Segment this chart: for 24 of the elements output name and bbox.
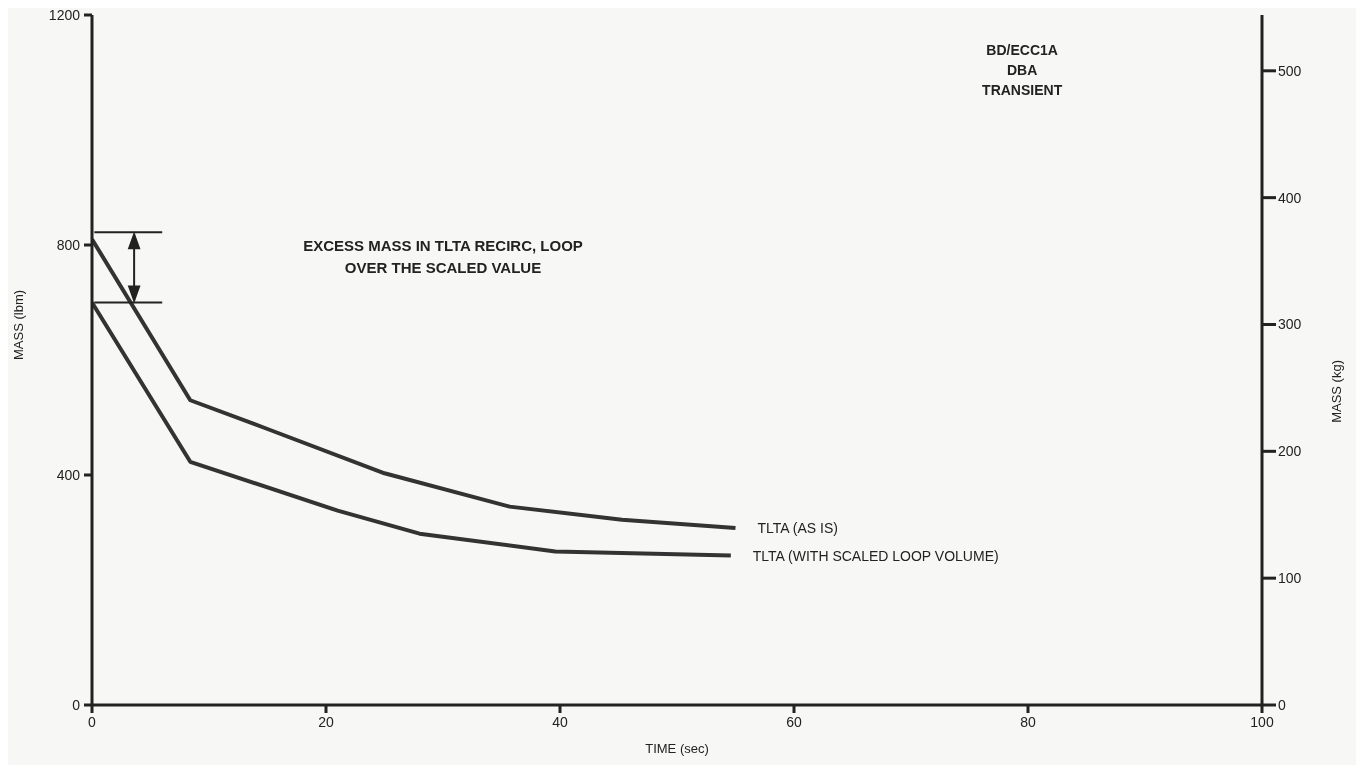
x-tick-label: 0 [88, 713, 97, 730]
y2-tick-label: 100 [1278, 570, 1302, 587]
x-tick-label: 40 [552, 713, 568, 730]
x-tick-label: 20 [318, 713, 334, 730]
x-tick-label: 80 [1020, 713, 1036, 730]
y2-tick-label: 500 [1278, 62, 1302, 79]
annotation: BD/ECC1A DBA TRANSIENT [982, 42, 1063, 99]
y2-axis-title: MASS (kg) [1328, 360, 1344, 423]
y2-tick-label: 400 [1278, 189, 1302, 206]
y-axis-title: MASS (lbm) [10, 289, 26, 360]
series-label: TLTA (AS IS) [757, 519, 838, 536]
line-series [92, 237, 738, 530]
x-tick-label: 100 [1250, 713, 1274, 730]
annotation: EXCESS MASS IN TLTA RECIRC, LOOP OVER THE SCALED VALUE [303, 236, 583, 276]
x-axis-title: TIME (sec) [645, 741, 709, 756]
y2-tick-label: 300 [1278, 316, 1302, 333]
x-tick-label: 60 [786, 713, 802, 730]
y-tick-label: 400 [56, 466, 81, 483]
y-tick-label: 1200 [48, 6, 81, 23]
series-label: TLTA (WITH SCALED LOOP VOLUME) [752, 547, 999, 564]
y2-tick-label: 0 [1278, 696, 1286, 713]
y2-tick-label: 200 [1278, 443, 1302, 460]
y-tick-label: 0 [72, 696, 81, 713]
y-tick-label: 800 [56, 236, 81, 253]
